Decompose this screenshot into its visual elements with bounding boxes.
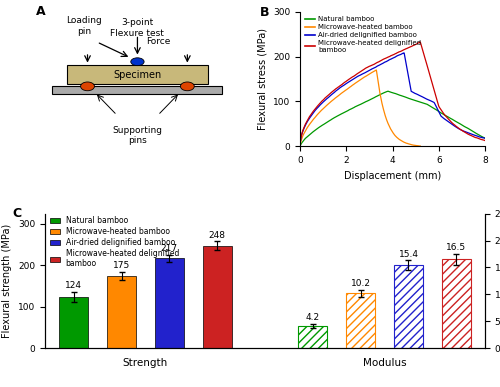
- Text: A: A: [36, 5, 46, 18]
- Ellipse shape: [80, 82, 94, 91]
- Ellipse shape: [180, 82, 194, 91]
- Text: 10.2: 10.2: [350, 279, 370, 288]
- Text: 175: 175: [113, 261, 130, 270]
- Bar: [442, 259, 470, 348]
- Text: B: B: [260, 6, 269, 19]
- Bar: [203, 245, 232, 348]
- Ellipse shape: [131, 58, 144, 66]
- Text: 3-point
Flexure test: 3-point Flexure test: [110, 18, 164, 38]
- Text: Specimen: Specimen: [114, 70, 162, 80]
- Bar: [67, 65, 208, 84]
- Bar: [60, 297, 88, 348]
- X-axis label: Displacement (mm): Displacement (mm): [344, 171, 441, 181]
- Legend: Natural bamboo, Microwave-heated bamboo, Air-dried delignified bamboo, Microwave: Natural bamboo, Microwave-heated bamboo,…: [304, 15, 422, 54]
- Bar: [52, 86, 222, 94]
- Text: 4.2: 4.2: [306, 313, 320, 322]
- Bar: [107, 276, 136, 348]
- Bar: [155, 259, 184, 348]
- Text: Supporting
pins: Supporting pins: [112, 126, 162, 146]
- Legend: Natural bamboo, Microwave-heated bamboo, Air-dried delignified bamboo, Microwave: Natural bamboo, Microwave-heated bamboo,…: [49, 215, 180, 270]
- Bar: [346, 293, 375, 348]
- Text: 15.4: 15.4: [398, 250, 418, 259]
- Text: 217: 217: [161, 245, 178, 253]
- Y-axis label: Flexural stress (MPa): Flexural stress (MPa): [258, 28, 268, 130]
- Text: Loading
pin: Loading pin: [66, 17, 102, 36]
- Text: 248: 248: [208, 231, 226, 240]
- Text: C: C: [12, 207, 21, 220]
- Bar: [298, 326, 327, 348]
- Bar: [394, 265, 423, 348]
- Y-axis label: Flexural strength (MPa): Flexural strength (MPa): [2, 224, 12, 338]
- Text: 124: 124: [65, 281, 82, 290]
- Text: 16.5: 16.5: [446, 243, 466, 252]
- Text: Force: Force: [146, 37, 170, 46]
